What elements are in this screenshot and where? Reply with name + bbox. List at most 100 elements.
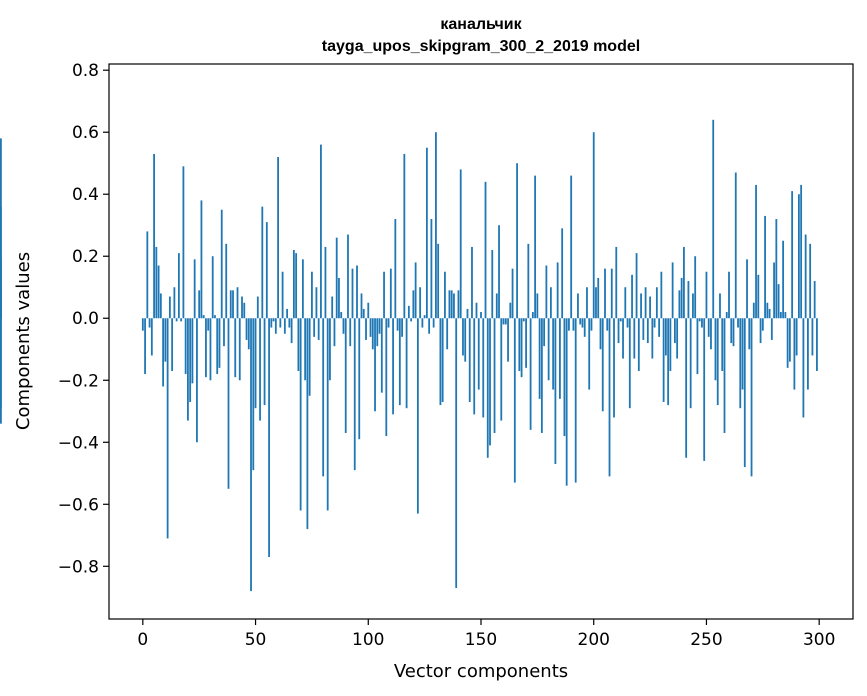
bar	[380, 318, 383, 393]
bar	[797, 194, 800, 319]
bar	[608, 318, 611, 477]
x-tick-label: 100	[352, 630, 384, 650]
bar	[338, 277, 340, 319]
bar	[369, 318, 372, 337]
bar	[549, 287, 552, 319]
bar	[288, 318, 291, 328]
bar	[788, 318, 791, 362]
bar	[144, 318, 146, 375]
bar	[153, 153, 155, 319]
bar	[335, 237, 338, 319]
bar	[540, 318, 543, 433]
bar	[631, 274, 633, 319]
bar	[365, 318, 367, 340]
bar	[299, 318, 302, 511]
bar	[349, 318, 352, 347]
bar	[351, 268, 354, 319]
bar	[180, 318, 183, 322]
bar	[155, 246, 158, 319]
bar	[394, 219, 397, 319]
bar	[374, 318, 376, 412]
bar	[425, 147, 428, 319]
bar	[274, 318, 277, 334]
bar	[0, 138, 2, 319]
bar	[595, 287, 597, 319]
bar	[416, 318, 419, 514]
bar	[320, 144, 322, 319]
bar	[779, 312, 782, 319]
bar	[642, 318, 645, 340]
x-tick-label: 0	[137, 630, 148, 650]
bar	[597, 277, 600, 319]
bar	[471, 246, 473, 319]
bar	[182, 166, 185, 319]
bar	[401, 318, 403, 337]
bar	[755, 184, 757, 319]
bar	[529, 318, 532, 430]
bar	[358, 318, 361, 440]
bar	[516, 163, 518, 319]
bar	[664, 318, 667, 356]
bar	[577, 293, 579, 319]
bar	[261, 206, 264, 319]
x-tick-label: 250	[690, 630, 722, 650]
bar	[773, 262, 775, 319]
bar	[816, 318, 818, 371]
bar	[315, 287, 318, 319]
bar	[459, 169, 462, 319]
bar	[263, 318, 266, 406]
bar	[624, 287, 627, 319]
bar	[538, 318, 541, 399]
bar	[536, 293, 539, 319]
bar	[193, 259, 196, 319]
bar	[441, 318, 444, 402]
bar	[407, 305, 410, 319]
bar	[376, 318, 379, 347]
bar	[214, 315, 216, 319]
bar	[732, 318, 735, 347]
bar	[159, 293, 162, 319]
bar	[513, 318, 516, 483]
bar	[405, 318, 408, 409]
bar	[752, 302, 755, 319]
bar	[268, 318, 270, 557]
bar	[809, 243, 812, 319]
bar	[617, 318, 620, 344]
bar	[435, 132, 437, 319]
bar	[782, 240, 785, 319]
bar	[446, 318, 449, 350]
bar	[277, 157, 279, 319]
bar	[421, 318, 424, 328]
bar	[333, 318, 336, 347]
bar	[687, 281, 690, 319]
bar	[385, 318, 388, 437]
bar	[770, 318, 773, 340]
bar	[304, 318, 307, 381]
bar	[793, 318, 796, 390]
bar	[683, 246, 685, 319]
bar	[646, 318, 649, 344]
bar	[243, 302, 246, 319]
bar	[238, 318, 241, 381]
bar	[329, 318, 331, 381]
bar	[694, 256, 697, 319]
bar	[685, 318, 688, 458]
bar	[322, 318, 325, 477]
bar	[218, 318, 221, 368]
bar	[229, 290, 232, 319]
bar	[457, 290, 460, 319]
x-tick-label: 50	[245, 630, 267, 650]
bar	[362, 308, 365, 319]
bar	[786, 318, 789, 368]
bar	[164, 318, 167, 362]
bar	[146, 231, 149, 319]
bar	[568, 318, 570, 331]
bar	[574, 318, 577, 483]
bar	[234, 318, 237, 378]
bar	[701, 318, 703, 328]
x-tick-label: 150	[465, 630, 497, 650]
bar	[387, 318, 390, 328]
bar	[430, 219, 433, 319]
bar	[504, 318, 507, 325]
